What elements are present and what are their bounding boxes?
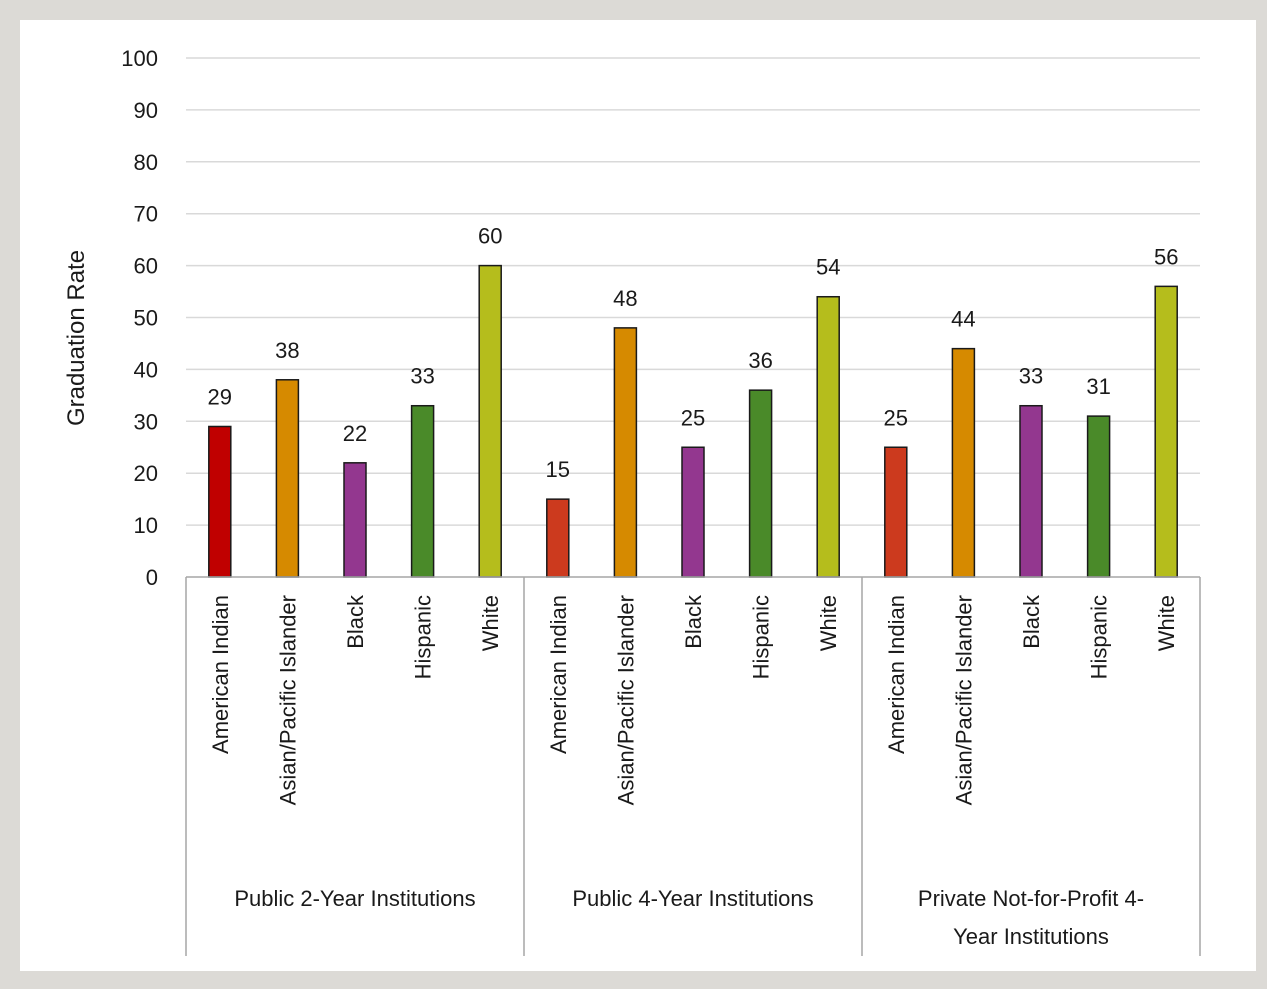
bar <box>1019 404 1043 578</box>
data-label: 56 <box>1154 244 1178 269</box>
y-tick-label: 10 <box>134 513 158 538</box>
category-label: Hispanic <box>1087 595 1112 679</box>
y-tick-label: 90 <box>134 98 158 123</box>
data-label: 48 <box>613 286 637 311</box>
category-label: White <box>1154 595 1179 651</box>
data-label: 29 <box>208 384 232 409</box>
data-label: 15 <box>546 457 570 482</box>
category-label: White <box>478 595 503 651</box>
data-label: 33 <box>410 364 434 389</box>
bar <box>816 295 840 578</box>
bar <box>1154 285 1178 578</box>
data-label: 44 <box>951 307 975 332</box>
category-label: Hispanic <box>411 595 436 679</box>
data-labels: 29 38 22 33 60 15 48 25 36 54 25 44 33 31 56 <box>208 224 1179 483</box>
category-labels: American Indian Asian/Pacific Islander Bla… <box>208 594 1179 805</box>
category-label: American Indian <box>208 595 233 754</box>
data-label: 22 <box>343 421 367 446</box>
y-tick-label: 80 <box>134 150 158 175</box>
category-label: American Indian <box>884 595 909 754</box>
bar <box>951 347 976 578</box>
category-label: Hispanic <box>749 595 774 679</box>
bar <box>1086 415 1111 578</box>
group-label: Public 4-Year Institutions <box>572 886 813 911</box>
bar <box>410 404 435 578</box>
data-label: 33 <box>1019 364 1043 389</box>
chart-frame: 0 10 20 30 40 50 60 70 80 90 100 Graduation Rate 2… <box>20 20 1256 971</box>
y-tick-label: 0 <box>146 565 158 590</box>
data-label: 36 <box>748 348 772 373</box>
data-label: 31 <box>1086 374 1110 399</box>
y-tick-label: 60 <box>134 254 158 279</box>
bar <box>343 462 367 578</box>
group-label: Public 2-Year Institutions <box>234 886 475 911</box>
y-tick-label: 30 <box>134 409 158 434</box>
category-label: Asian/Pacific Islander <box>275 595 300 805</box>
category-label: American Indian <box>546 595 571 754</box>
y-tick-label: 50 <box>134 306 158 331</box>
y-axis-title: Graduation Rate <box>63 250 90 426</box>
y-tick-label: 20 <box>134 461 158 486</box>
bar <box>478 264 502 578</box>
category-label: Asian/Pacific Islander <box>613 595 638 805</box>
data-label: 25 <box>884 405 908 430</box>
y-tick-label: 100 <box>121 46 158 71</box>
group-label: Year Institutions <box>953 924 1109 949</box>
data-label: 38 <box>275 338 299 363</box>
bar <box>275 379 300 578</box>
category-label: Black <box>343 594 368 649</box>
data-label: 25 <box>681 405 705 430</box>
x-axis <box>185 576 1201 956</box>
bars <box>208 264 1178 578</box>
y-tick-label: 70 <box>134 202 158 227</box>
bar <box>546 498 570 578</box>
bar <box>613 327 638 578</box>
category-label: Black <box>681 594 706 649</box>
group-label: Private Not-for-Profit 4- <box>918 886 1144 911</box>
category-label: Black <box>1019 594 1044 649</box>
y-axis-ticks: 0 10 20 30 40 50 60 70 80 90 100 <box>121 46 158 590</box>
bar <box>748 389 773 578</box>
bar <box>681 446 705 578</box>
y-tick-label: 40 <box>134 357 158 382</box>
bar <box>884 446 908 578</box>
group-labels: Public 2-Year Institutions Public 4-Year … <box>234 886 1144 949</box>
bar <box>208 425 232 578</box>
category-label: White <box>816 595 841 651</box>
data-label: 60 <box>478 224 502 249</box>
data-label: 54 <box>816 255 840 280</box>
category-label: Asian/Pacific Islander <box>951 595 976 805</box>
bar-chart: 0 10 20 30 40 50 60 70 80 90 100 Graduation Rate 2… <box>63 46 1201 956</box>
